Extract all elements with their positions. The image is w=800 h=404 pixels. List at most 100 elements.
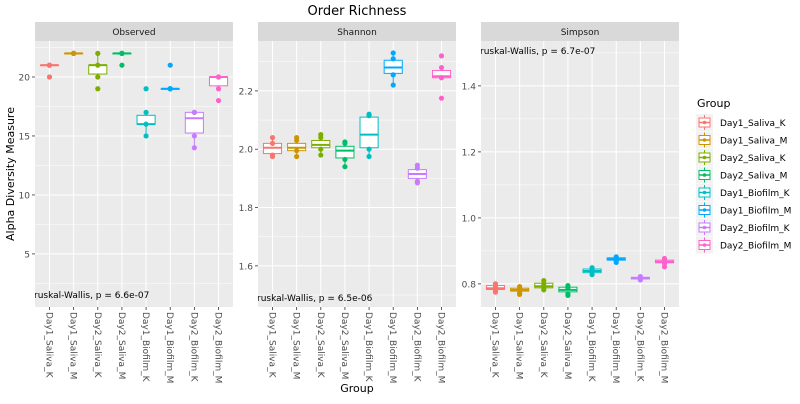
data-point: [342, 164, 348, 170]
data-point: [167, 62, 173, 68]
legend-label: Day1_Biofilm_M: [720, 207, 791, 217]
data-point: [119, 50, 125, 56]
legend-item: Day2_Biofilm_M: [696, 236, 791, 254]
x-tick-label: Day1_Biofilm_M: [610, 312, 620, 383]
x-tick-label: Day1_Saliva_M: [68, 312, 78, 379]
kruskal-wallis-annotation: ruskal-Wallis, p = 6.5e-06: [257, 294, 373, 304]
data-point: [95, 86, 101, 92]
panel-marks: ruskal-Wallis, p = 6.5e-06: [257, 50, 452, 304]
x-tick-label: Day2_Biofilm_K: [634, 312, 644, 383]
panel-marks: ruskal-Wallis, p = 6.6e-07: [34, 50, 229, 301]
data-point: [215, 97, 222, 104]
x-tick-label: Day1_Saliva_M: [291, 312, 301, 379]
legend-key-point: [702, 243, 707, 247]
x-tick-label: Day2_Saliva_M: [116, 312, 126, 379]
facet-strip-label: Simpson: [561, 28, 600, 38]
legend-item: Day1_Saliva_K: [696, 114, 787, 131]
data-point: [269, 153, 276, 160]
x-tick-label: Day1_Saliva_K: [489, 312, 499, 379]
y-tick-label: 1.2: [462, 148, 476, 158]
data-point: [438, 64, 445, 71]
data-point: [414, 180, 420, 186]
facet-strip: [481, 22, 679, 41]
x-tick-label: Day1_Biofilm_K: [363, 312, 373, 383]
y-tick-label: 5: [24, 250, 30, 260]
y-tick-label: 1.4: [462, 82, 477, 92]
x-tick-label: Day2_Biofilm_K: [411, 312, 421, 383]
data-point: [191, 133, 197, 139]
data-point: [119, 62, 125, 68]
legend-title: Group: [697, 97, 731, 110]
legend-label: Day2_Saliva_M: [720, 172, 787, 182]
facet-strip: [258, 22, 456, 41]
data-point: [438, 75, 445, 81]
data-point: [318, 146, 324, 152]
x-tick-label: Day2_Saliva_M: [562, 312, 572, 379]
panel-observed: Observed 5 10 15 20 Day1_Saliva_K Day1_Saliva_…: [19, 22, 233, 383]
y-tick-label: 20: [19, 73, 31, 83]
box-iqr: [184, 111, 204, 134]
data-point: [95, 62, 101, 68]
data-point: [143, 109, 149, 115]
data-point: [661, 264, 668, 270]
legend-item: Day1_Biofilm_M: [696, 201, 791, 219]
panel-background: [481, 41, 679, 307]
data-point: [517, 291, 523, 298]
x-tick-label: Day2_Saliva_K: [92, 312, 102, 379]
legend-item: Day2_Saliva_K: [696, 149, 787, 166]
x-tick-label: Day2_Biofilm_K: [188, 312, 198, 383]
data-point: [269, 134, 276, 141]
data-point: [318, 134, 324, 141]
kruskal-wallis-annotation: ruskal-Wallis, p = 6.7e-07: [480, 47, 595, 57]
legend-item: Day1_Saliva_M: [696, 131, 787, 149]
x-tick-label: Day1_Biofilm_K: [140, 312, 150, 383]
data-point: [438, 53, 445, 59]
data-point: [294, 153, 300, 160]
data-point: [366, 113, 372, 119]
data-point: [215, 74, 222, 80]
data-point: [565, 285, 571, 291]
panel-shannon: Shannon 1.6 1.8 2.0 2.2 Day1_Saliva_K Day1_Sal…: [239, 22, 456, 383]
x-axis-label: Group: [340, 382, 374, 395]
x-tick-label: Day1_Biofilm_M: [387, 312, 397, 383]
legend-label: Day2_Biofilm_M: [720, 242, 791, 252]
legend-key-point: [702, 173, 707, 177]
data-point: [637, 277, 643, 283]
legend-key-point: [702, 208, 707, 212]
data-point: [613, 259, 619, 266]
box-iqr: [359, 116, 379, 149]
y-tick-label: 2.2: [239, 87, 253, 97]
x-tick-label: Day1_Biofilm_K: [586, 312, 596, 383]
x-tick-label: Day1_Saliva_K: [43, 312, 53, 379]
data-point: [438, 95, 445, 101]
data-point: [46, 74, 53, 80]
facet-strip-label: Shannon: [337, 28, 377, 38]
legend-label: Day2_Biofilm_K: [720, 224, 791, 234]
data-point: [167, 86, 173, 92]
legend-key-point: [702, 120, 707, 125]
data-point: [342, 140, 348, 146]
x-tick-label: Day2_Saliva_K: [538, 312, 548, 379]
data-point: [492, 289, 499, 295]
data-point: [71, 50, 77, 56]
panel-marks: ruskal-Wallis, p = 6.7e-07: [480, 47, 675, 299]
data-point: [269, 140, 276, 146]
data-point: [143, 121, 149, 127]
chart-title: Order Richness: [308, 4, 407, 19]
panel-background: [35, 41, 233, 307]
data-point: [191, 145, 197, 151]
data-point: [541, 287, 547, 293]
data-point: [390, 72, 396, 78]
data-point: [390, 50, 396, 56]
legend-item: Day2_Biofilm_K: [696, 219, 791, 236]
x-tick-label: Day1_Saliva_K: [266, 312, 276, 379]
x-tick-label: Day1_Saliva_M: [514, 312, 524, 379]
data-point: [143, 86, 149, 92]
x-tick-label: Day2_Biofilm_M: [436, 312, 446, 383]
x-tick-label: Day2_Biofilm_M: [213, 312, 223, 383]
kruskal-wallis-annotation: ruskal-Wallis, p = 6.6e-07: [34, 291, 149, 301]
y-tick-label: 0.8: [462, 280, 477, 290]
legend: Group Day1_Saliva_K Day1_Saliva_M Day2_Sal…: [696, 97, 791, 254]
data-point: [414, 165, 420, 171]
legend-item: Day2_Saliva_M: [696, 166, 787, 184]
